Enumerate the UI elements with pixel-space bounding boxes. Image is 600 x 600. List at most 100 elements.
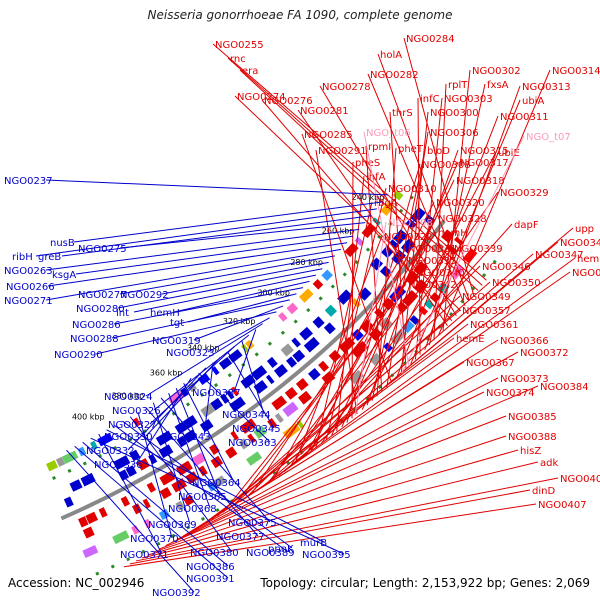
leader-line bbox=[123, 503, 537, 568]
gene-feature bbox=[142, 498, 151, 509]
gene-feature bbox=[308, 367, 321, 381]
leader-line bbox=[278, 241, 559, 477]
gene-label-forward: ihfA bbox=[366, 172, 386, 183]
leader-line bbox=[145, 356, 221, 437]
leader-line bbox=[261, 253, 534, 488]
gene-label-reverse: NGO0368 bbox=[168, 504, 217, 515]
gene-feature bbox=[200, 403, 216, 418]
leader-line bbox=[222, 283, 407, 513]
gene-feature bbox=[82, 526, 95, 539]
gene-label-reverse: NGO0363 bbox=[228, 438, 277, 449]
gene-label-reverse: ppnK bbox=[268, 544, 294, 555]
leader-line bbox=[433, 83, 447, 341]
gene-label-forward: upp bbox=[575, 224, 594, 235]
gene-feature bbox=[240, 374, 256, 389]
gene-label-reverse: NGO0392 bbox=[152, 588, 201, 599]
rna-gene-label: NGO_t08 bbox=[388, 218, 433, 229]
gene-label-reverse: NGO0345 bbox=[232, 424, 281, 435]
leader-line bbox=[198, 372, 271, 443]
gene-feature bbox=[328, 349, 342, 363]
leader-line bbox=[111, 299, 290, 339]
gene-label-reverse: NGO0319 bbox=[152, 336, 201, 347]
gene-feature bbox=[143, 518, 152, 529]
gene-feature bbox=[245, 339, 255, 350]
gene-label-forward: NGO0317 bbox=[460, 158, 509, 169]
gene-label-reverse: hemH bbox=[150, 308, 180, 319]
gene-feature bbox=[297, 390, 312, 405]
leader-line bbox=[173, 280, 310, 313]
leader-line bbox=[424, 85, 521, 351]
gene-feature bbox=[303, 336, 320, 353]
gene-label-forward: hisZ bbox=[520, 446, 541, 457]
gene-label-reverse: NGO0389 bbox=[246, 548, 295, 559]
gene-label-reverse: NGO0375 bbox=[228, 518, 277, 529]
gene-feature bbox=[378, 317, 393, 331]
gene-feature bbox=[63, 496, 74, 508]
genome-backbone-ring bbox=[60, 219, 446, 521]
leader-line bbox=[354, 221, 387, 416]
gene-feature bbox=[280, 343, 294, 357]
gene-label-reverse: NGO0326 bbox=[112, 406, 161, 417]
gene-feature bbox=[286, 356, 297, 368]
leader-line bbox=[294, 235, 383, 465]
gene-label-forward: NGO0384 bbox=[540, 382, 589, 393]
gene-label-forward: pheT bbox=[398, 144, 424, 155]
gene-label-reverse: NGO0266 bbox=[6, 282, 55, 293]
scale-tick-label: 260 kbp bbox=[322, 226, 355, 235]
gene-label-forward: NGO0255 bbox=[215, 40, 264, 51]
accession-label: Accession: NC_002946 bbox=[8, 576, 145, 590]
gene-feature bbox=[369, 352, 383, 366]
leader-line bbox=[325, 187, 387, 440]
gene-label-forward: dapF bbox=[514, 220, 539, 231]
gene-label-reverse: murB bbox=[300, 538, 327, 549]
gene-feature bbox=[299, 326, 313, 341]
gene-feature bbox=[230, 386, 240, 397]
gene-feature bbox=[78, 516, 89, 528]
leader-line bbox=[203, 362, 214, 437]
leader-line bbox=[74, 445, 229, 579]
leader-line bbox=[160, 397, 271, 523]
leader-line bbox=[319, 85, 457, 317]
gene-feature bbox=[210, 397, 224, 411]
gene-label-forward: hemD bbox=[577, 254, 600, 265]
leader-line bbox=[241, 340, 265, 415]
gene-feature bbox=[199, 418, 214, 433]
leader-line bbox=[217, 295, 461, 517]
gene-label-reverse: NGO0324 bbox=[104, 392, 153, 403]
scale-tick-label: 280 kbp bbox=[290, 258, 323, 267]
leader-line bbox=[239, 271, 571, 503]
gene-feature bbox=[208, 443, 220, 455]
gene-label-reverse: NGO0280 bbox=[76, 304, 125, 315]
leader-line bbox=[137, 411, 173, 539]
gene-feature bbox=[132, 417, 141, 427]
gene-label-forward: ubiA bbox=[522, 96, 544, 107]
gene-label-forward: adk bbox=[540, 458, 558, 469]
leader-line bbox=[66, 449, 195, 593]
gene-label-forward: NGO0350 bbox=[492, 278, 541, 289]
gene-feature bbox=[324, 304, 337, 317]
gene-label-forward: NGO0313 bbox=[522, 82, 571, 93]
gene-label-reverse: NGO0337 bbox=[192, 388, 241, 399]
leader-line bbox=[438, 69, 551, 336]
gene-label-reverse: greB bbox=[38, 252, 61, 263]
gene-label-forward: NGO0274 bbox=[237, 92, 286, 103]
leader-line bbox=[113, 287, 304, 325]
gene-feature bbox=[98, 507, 108, 518]
gene-label-forward: NGO0340 bbox=[416, 268, 465, 279]
gene-feature bbox=[120, 495, 131, 507]
gene-label-forward: NGO0320 bbox=[436, 198, 485, 209]
gene-label-reverse: NGO0290 bbox=[54, 350, 103, 361]
gene-label-forward: NGO0331 bbox=[408, 244, 457, 255]
gene-feature bbox=[338, 336, 356, 354]
gene-feature bbox=[129, 449, 141, 462]
leader-line bbox=[341, 161, 459, 428]
leader-line bbox=[145, 323, 263, 397]
leader-line bbox=[82, 441, 229, 567]
gene-feature bbox=[282, 401, 299, 418]
leader-line bbox=[233, 329, 257, 393]
gene-label-forward: fxsA bbox=[487, 80, 509, 91]
gene-feature bbox=[295, 378, 309, 391]
gene-feature bbox=[344, 242, 359, 258]
gene-feature bbox=[246, 451, 263, 466]
gene-label-reverse: NGO0271 bbox=[4, 296, 53, 307]
